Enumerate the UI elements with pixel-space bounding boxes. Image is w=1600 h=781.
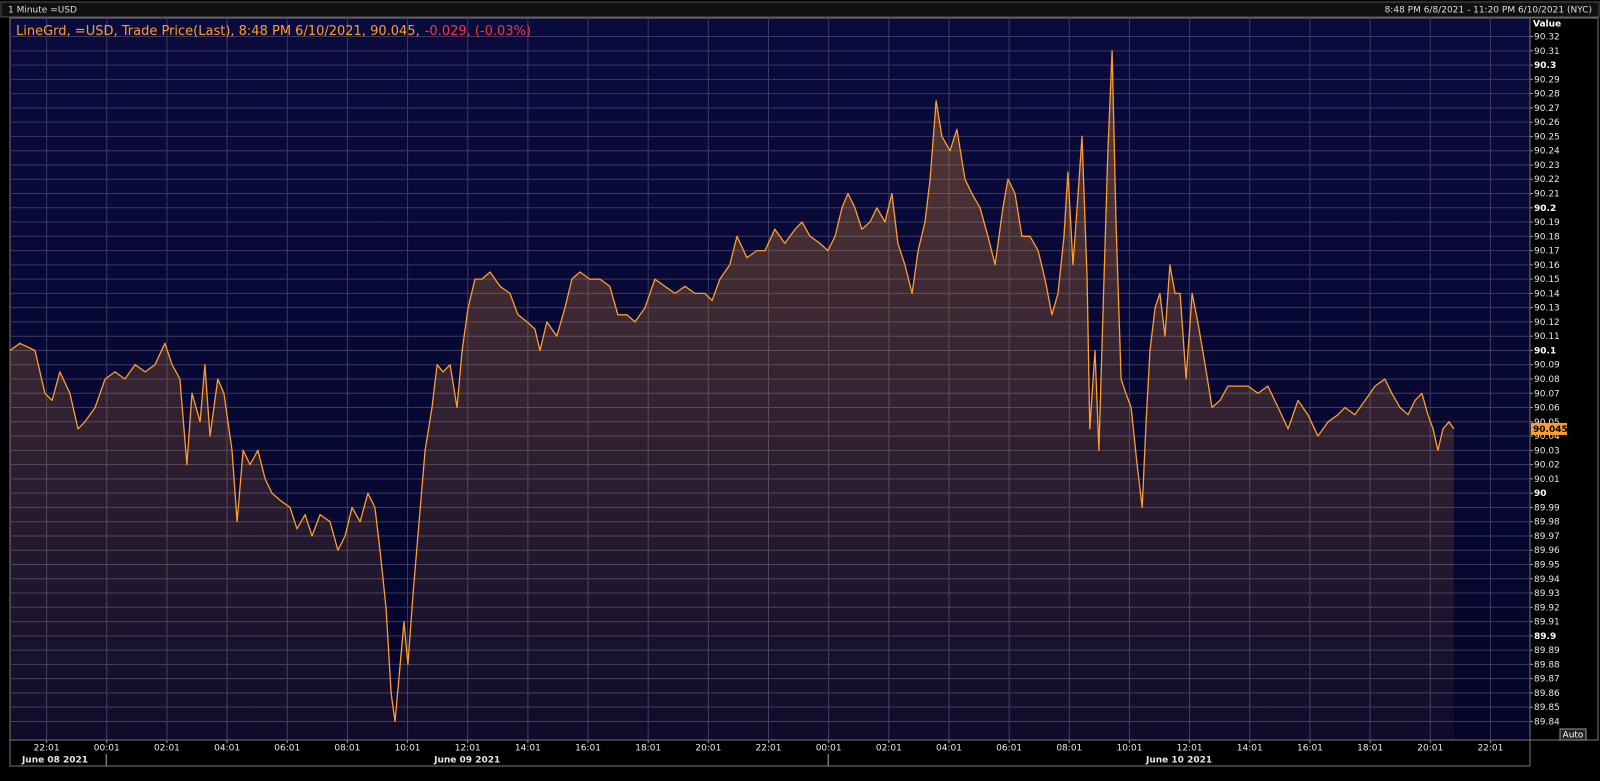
x-tick-label: 12:01 [455,744,481,754]
y-tick-label: 90.21 [1534,190,1560,200]
y-tick-label: 90.09 [1534,361,1560,371]
y-tick-label: 89.86 [1534,689,1560,699]
x-tick-label: 08:01 [334,744,360,754]
y-tick-label: 89.91 [1534,618,1560,628]
y-tick-label: 90.19 [1534,218,1560,228]
y-tick-label: 90.24 [1534,147,1560,157]
y-tick-label: 89.85 [1534,703,1560,713]
x-tick-label: 22:01 [756,744,782,754]
legend-change: -0.029, (-0.03%) [425,24,531,39]
y-tick-label: 90.26 [1534,118,1560,128]
x-tick-label: 06:01 [274,744,300,754]
y-tick-label: 89.94 [1534,575,1560,585]
x-tick-label: 22:01 [1477,744,1503,754]
y-tick-label: 90.27 [1534,104,1560,114]
marks [9,50,1455,741]
x-tick-label: 04:01 [214,744,240,754]
x-tick-label: 06:01 [996,744,1022,754]
y-tick-label: 89.88 [1534,660,1560,670]
y-tick-label: 89.96 [1534,546,1560,556]
y-tick-label: 89.93 [1534,589,1560,599]
y-tick-label: 90 [1534,489,1547,499]
y-tick-label: 90.01 [1534,475,1560,485]
date-label: June 08 2021 [21,756,88,766]
y-tick-label: 89.95 [1534,560,1560,570]
x-tick-label: 16:01 [575,744,601,754]
x-tick-label: 00:01 [94,744,120,754]
y-axis-panel [1529,17,1599,741]
y-tick-label: 90.23 [1534,161,1560,171]
y-tick-label: 90.2 [1534,204,1556,214]
date-label: June 10 2021 [1145,756,1212,766]
legend: LineGrd, =USD, Trade Price(Last), 8:48 P… [16,24,531,39]
x-tick-label: 18:01 [635,744,661,754]
y-tick-label: 90.08 [1534,375,1560,385]
y-tick-label: 90.14 [1534,289,1560,299]
x-tick-label: 20:01 [695,744,721,754]
y-tick-label: 89.98 [1534,518,1560,528]
x-tick-label: 18:01 [1357,744,1383,754]
header-left: 1 Minute =USD [8,6,77,16]
x-tick-label: 14:01 [515,744,541,754]
x-tick-label: 22:01 [34,744,60,754]
y-tick-label: 89.97 [1534,532,1560,542]
y-tick-label: 90.04 [1534,432,1560,442]
y-tick-label: 89.92 [1534,603,1560,613]
x-tick-label: 02:01 [154,744,180,754]
y-tick-label: 89.87 [1534,675,1560,685]
y-tick-label: 90.12 [1534,318,1560,328]
header-right: 8:48 PM 6/8/2021 - 11:20 PM 6/10/2021 (N… [1385,6,1592,16]
y-tick-label: 90.16 [1534,261,1560,271]
date-label: June 09 2021 [433,756,500,766]
price-line [9,50,1455,723]
x-tick-label: 10:01 [395,744,421,754]
auto-label[interactable]: Auto [1563,731,1584,741]
x-tick-label: 00:01 [816,744,842,754]
y-tick-label: 90.32 [1534,33,1560,43]
labels: 89.84 89.85 89.86 89.87 89.88 89.89 89.9 89.91 8… [21,33,1568,766]
last-value-tag [1531,422,1567,435]
y-tick-label: 89.9 [1534,632,1556,642]
y-tick-label: 90.1 [1534,346,1556,356]
x-tick-label: 20:01 [1417,744,1443,754]
x-tick-label: 04:01 [936,744,962,754]
y-tick-label: 90.18 [1534,232,1560,242]
y-tick-label: 90.3 [1534,61,1556,71]
x-tick-label: 08:01 [1056,744,1082,754]
x-tick-label: 02:01 [876,744,902,754]
y-tick-label: 90.07 [1534,389,1560,399]
auto-button[interactable] [1559,728,1587,741]
last-value-label: 90.045 [1533,425,1568,435]
y-tick-label: 90.17 [1534,247,1560,257]
y-tick-label: 89.99 [1534,503,1560,513]
y-tick-label: 89.84 [1534,717,1560,727]
y-tick-label: 90.11 [1534,332,1560,342]
y-tick-label: 90.13 [1534,304,1560,314]
y-tick-label: 90.25 [1534,132,1560,142]
top-bar [0,1,1600,18]
x-tick-label: 10:01 [1116,744,1142,754]
y-tick-label: 89.89 [1534,646,1560,656]
y-axis-title: Value [1533,20,1561,30]
area-fill [10,50,1454,741]
x-tick-label: 14:01 [1237,744,1263,754]
y-tick-label: 90.22 [1534,175,1560,185]
y-tick-label: 90.31 [1534,47,1560,57]
y-tick-label: 90.06 [1534,404,1560,414]
y-tick-label: 90.02 [1534,461,1560,471]
y-tick-label: 90.03 [1534,446,1560,456]
y-tick-label: 90.28 [1534,90,1560,100]
y-tick-label: 90.29 [1534,75,1560,85]
x-tick-label: 12:01 [1177,744,1203,754]
x-tick-label: 16:01 [1297,744,1323,754]
legend-main: LineGrd, =USD, Trade Price(Last), 8:48 P… [16,24,420,39]
x-axis-panel [9,739,1531,767]
y-tick-label: 90.05 [1534,418,1560,428]
y-tick-label: 90.15 [1534,275,1560,285]
